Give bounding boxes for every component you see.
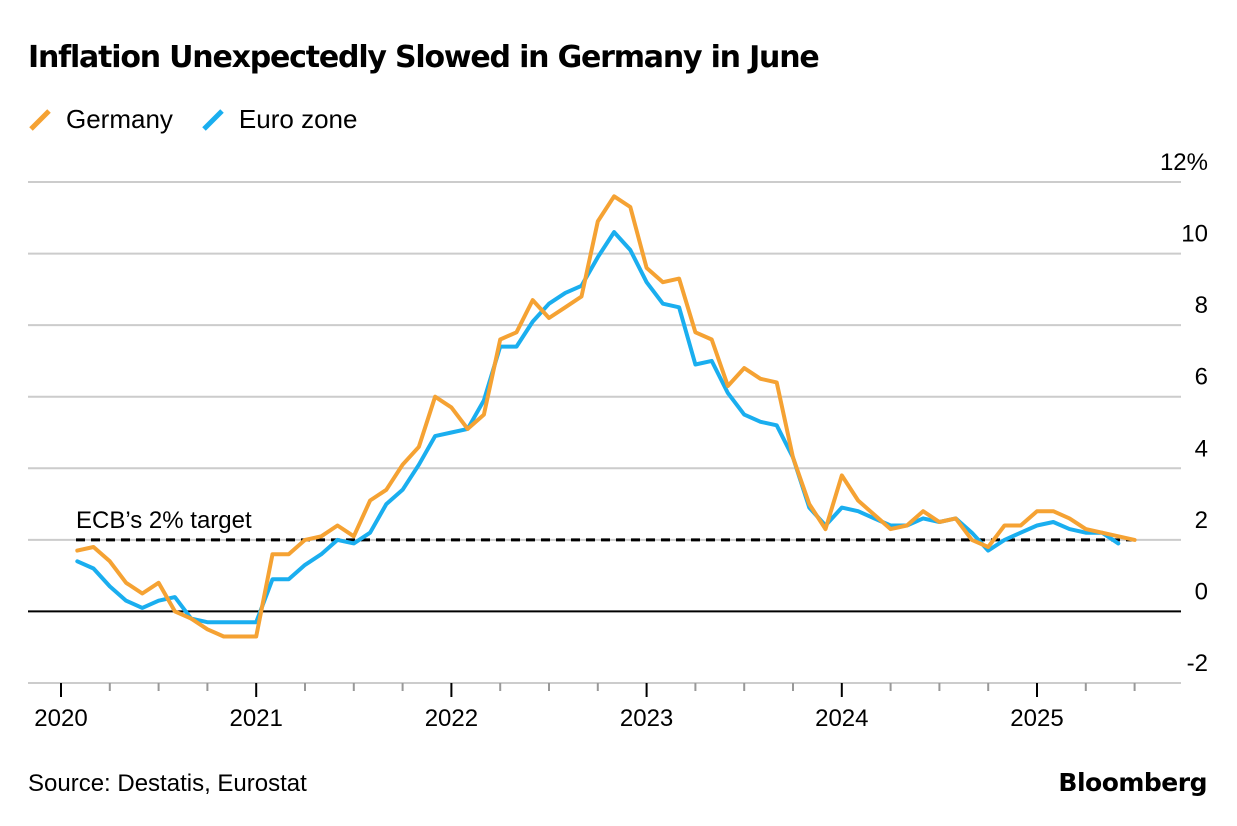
chart-title: Inflation Unexpectedly Slowed in Germany…: [28, 40, 820, 75]
y-tick-label-8: 8: [1195, 292, 1208, 319]
x-tick-label-2024: 2024: [815, 705, 868, 732]
legend-swatch-euro-zone: [202, 108, 224, 131]
legend: Germany Euro zone: [28, 104, 385, 135]
series-line-germany: [75, 194, 1137, 639]
legend-label-germany: Germany: [66, 104, 173, 134]
y-tick-label-12: 12%: [1160, 149, 1208, 176]
y-tick-label-10: 10: [1181, 221, 1208, 248]
x-tick-label-2021: 2021: [230, 705, 283, 732]
legend-swatch-germany: [29, 108, 51, 131]
x-tick-label-2023: 2023: [620, 705, 673, 732]
series-line-euro-zone: [75, 230, 1121, 625]
legend-item-euro-zone: Euro zone: [201, 104, 358, 135]
legend-item-germany: Germany: [28, 104, 173, 135]
label-layer: -2 0 2 4 6 8 10 12% 2020 2021 2022 2023 2024 2025 ECB’…: [34, 149, 1208, 732]
y-tick-label-2: 2: [1195, 507, 1208, 534]
brand-logo: Bloomberg: [1058, 768, 1207, 797]
y-tick-label-6: 6: [1195, 364, 1208, 391]
y-tick-label-0: 0: [1195, 578, 1208, 605]
legend-label-euro-zone: Euro zone: [238, 104, 358, 134]
x-axis: [28, 682, 1181, 697]
x-tick-label-2022: 2022: [425, 705, 478, 732]
series-layer: [75, 194, 1137, 639]
y-tick-label--2: -2: [1187, 650, 1208, 677]
x-tick-label-2020: 2020: [34, 705, 87, 732]
source-note: Source: Destatis, Eurostat: [28, 770, 307, 797]
grid-layer: [28, 181, 1181, 684]
x-tick-label-2025: 2025: [1010, 705, 1063, 732]
ecb-target-label: ECB’s 2% target: [76, 507, 252, 534]
y-tick-label-4: 4: [1195, 435, 1208, 462]
